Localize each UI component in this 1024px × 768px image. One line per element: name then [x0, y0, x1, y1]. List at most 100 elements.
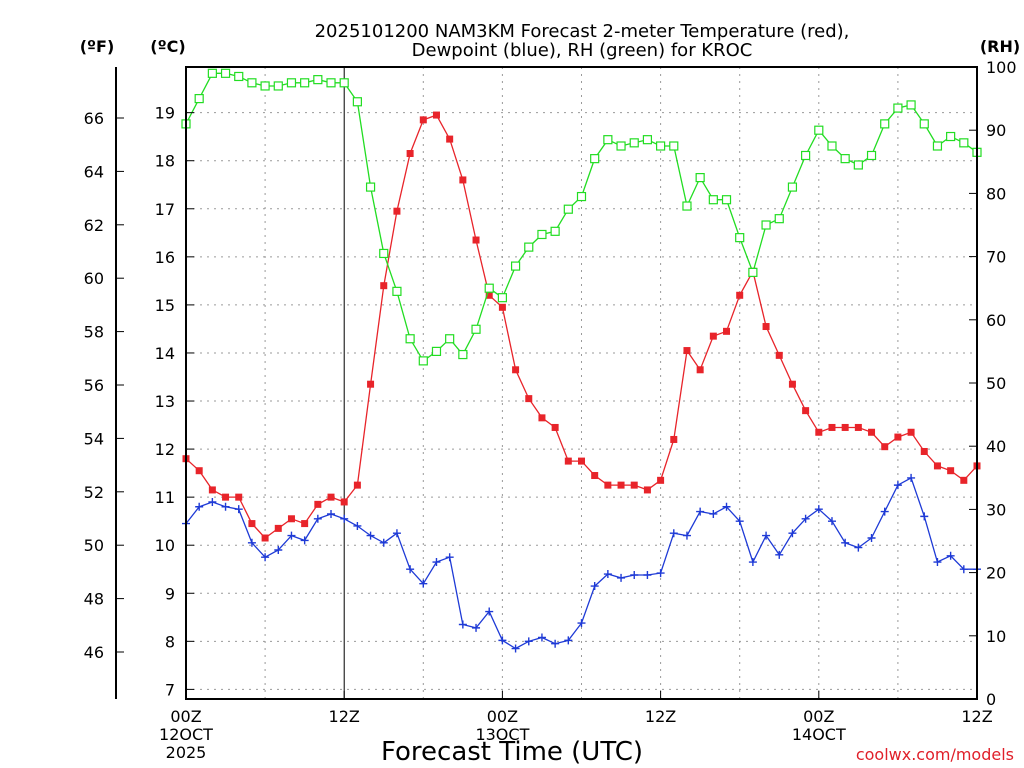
- rh-point: [761, 220, 771, 230]
- temperature-point: [775, 351, 783, 359]
- rh-point: [919, 119, 929, 129]
- temperature-point: [538, 414, 546, 422]
- dewpoint-point: [392, 529, 401, 538]
- dewpoint-point: [748, 558, 757, 567]
- temperature-point: [933, 462, 941, 470]
- rh-tick-label: 100: [986, 58, 1017, 77]
- rh-point: [695, 173, 705, 183]
- dewpoint-point: [682, 531, 691, 540]
- rh-point: [642, 135, 653, 145]
- celsius-tick-label: 9: [165, 584, 175, 603]
- dewpoint-point: [287, 531, 296, 540]
- rh-point: [392, 286, 402, 296]
- dewpoint-point: [274, 546, 283, 555]
- temperature-point: [551, 423, 559, 431]
- temperature-point: [512, 366, 520, 374]
- temperature-point: [841, 423, 849, 431]
- dewpoint-point: [880, 507, 889, 516]
- rh-point: [537, 229, 547, 240]
- rh-point: [220, 68, 231, 78]
- temperature-point: [564, 457, 572, 465]
- celsius-tick-label: 10: [155, 536, 175, 555]
- rh-point: [194, 93, 204, 104]
- temperature-point: [195, 467, 203, 475]
- dewpoint-point: [603, 570, 612, 579]
- temperature-point: [432, 111, 440, 119]
- rh-point: [260, 81, 270, 91]
- rh-point: [471, 324, 481, 334]
- dewpoint-point: [893, 481, 902, 490]
- x-tick-label-date: 13OCT: [475, 725, 529, 744]
- rh-point: [563, 204, 573, 214]
- x-tick-label-date: 12OCT: [159, 725, 213, 744]
- temperature-point: [868, 428, 876, 436]
- temperature-point: [578, 457, 585, 465]
- rh-point: [300, 78, 310, 88]
- rh-point: [247, 78, 257, 88]
- rh-point: [655, 141, 666, 151]
- temperature-point: [485, 291, 493, 299]
- dewpoint-point: [590, 582, 599, 591]
- rh-point: [326, 78, 336, 88]
- fahrenheit-tick-label: 50: [84, 536, 104, 555]
- temperature-point: [380, 282, 388, 290]
- rh-point: [431, 346, 442, 356]
- temperature-point: [353, 481, 361, 489]
- dewpoint-point: [788, 529, 797, 538]
- temperature-point: [591, 472, 599, 480]
- rh-point: [959, 138, 969, 148]
- rh-point: [708, 195, 718, 205]
- dewpoint-point: [353, 521, 362, 530]
- dewpoint-point: [498, 636, 507, 645]
- fahrenheit-tick-label: 46: [84, 643, 104, 662]
- fahrenheit-tick-label: 66: [84, 109, 104, 128]
- series-lines: [181, 68, 982, 653]
- temperature-point: [208, 486, 216, 494]
- dewpoint-point: [234, 505, 243, 514]
- temperature-point: [604, 481, 612, 489]
- temperature-point: [327, 493, 335, 501]
- rh-point: [853, 160, 863, 170]
- dewpoint-point: [247, 538, 256, 547]
- temperature-point: [854, 423, 862, 431]
- x-tick-label-year: 2025: [166, 743, 207, 762]
- dewpoint-point: [511, 644, 520, 653]
- rh-point: [510, 261, 521, 271]
- x-tick-label-date: 14OCT: [792, 725, 846, 744]
- temperature-point: [498, 303, 506, 311]
- temperature-point: [947, 467, 955, 475]
- temperature-point: [367, 380, 375, 388]
- rh-tick-label: 70: [986, 248, 1006, 267]
- dewpoint-point: [867, 533, 876, 542]
- dewpoint-point: [775, 550, 784, 559]
- dewpoint-point: [458, 620, 467, 629]
- rh-point: [458, 349, 468, 360]
- rh-point: [603, 135, 613, 145]
- dewpoint-point: [472, 623, 481, 632]
- dewpoint-point: [524, 637, 533, 646]
- rh-tick-label: 10: [986, 627, 1006, 646]
- fahrenheit-tick-label: 48: [84, 590, 104, 609]
- rh-point: [932, 141, 943, 151]
- temperature-point: [222, 493, 230, 501]
- fahrenheit-tick-label: 60: [84, 269, 104, 288]
- chart-title-line2: Dewpoint (blue), RH (green) for KROC: [412, 40, 753, 61]
- temperature-point: [709, 332, 717, 340]
- dewpoint-point: [327, 509, 336, 518]
- rh-tick-label: 50: [986, 374, 1006, 393]
- temperature-point: [340, 498, 348, 506]
- temperature-point: [459, 176, 467, 184]
- temperature-point: [617, 481, 625, 489]
- temperature-point: [815, 428, 823, 436]
- rh-point: [735, 233, 745, 243]
- rh-point: [445, 334, 455, 344]
- dewpoint-point: [537, 633, 546, 642]
- rh-point: [273, 81, 283, 91]
- dewpoint-point: [485, 607, 494, 616]
- dewpoint-point: [366, 531, 375, 540]
- dewpoint-point: [669, 529, 678, 538]
- dewpoint-point: [617, 573, 626, 582]
- dewpoint-point: [907, 473, 916, 482]
- temperature-point: [446, 135, 454, 143]
